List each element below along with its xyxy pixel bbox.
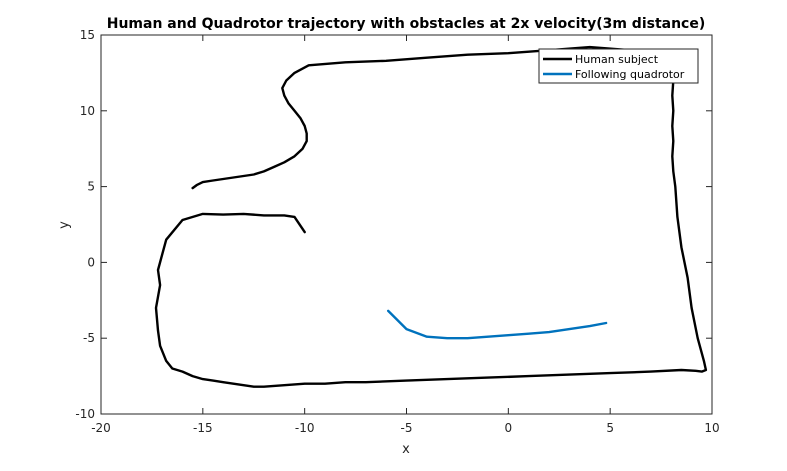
- x-tick-label: -20: [91, 421, 111, 435]
- x-tick-label: -10: [295, 421, 315, 435]
- y-tick-label: 15: [80, 28, 95, 42]
- series-layer: [154, 45, 708, 388]
- y-axis-label: y: [57, 221, 72, 229]
- y-tick-label: -10: [75, 407, 95, 421]
- legend: Human subject Following quadrotor: [538, 48, 699, 84]
- y-tick-label: 5: [87, 180, 95, 194]
- series-line-1: [387, 309, 608, 340]
- x-axis-label: x: [402, 442, 410, 457]
- legend-label: Human subject: [575, 53, 659, 66]
- y-tick-label: 0: [87, 255, 95, 269]
- x-tick-label: 10: [704, 421, 719, 435]
- legend-label: Following quadrotor: [575, 68, 685, 81]
- x-tick-label: -5: [401, 421, 413, 435]
- x-tick-label: 0: [505, 421, 513, 435]
- y-tick-label: 10: [80, 104, 95, 118]
- series-line-0: [154, 45, 708, 388]
- y-tick-label: -5: [83, 331, 95, 345]
- y-tick-labels: -10 -5 0 5 10 15: [75, 28, 95, 421]
- x-tick-label: -15: [193, 421, 213, 435]
- chart-title: Human and Quadrotor trajectory with obst…: [107, 16, 706, 32]
- tick-marks: [100, 34, 713, 415]
- legend-box: [538, 48, 699, 84]
- x-tick-labels: -20 -15 -10 -5 0 5 10: [91, 421, 719, 435]
- x-tick-label: 5: [606, 421, 614, 435]
- plot-area: [100, 34, 713, 415]
